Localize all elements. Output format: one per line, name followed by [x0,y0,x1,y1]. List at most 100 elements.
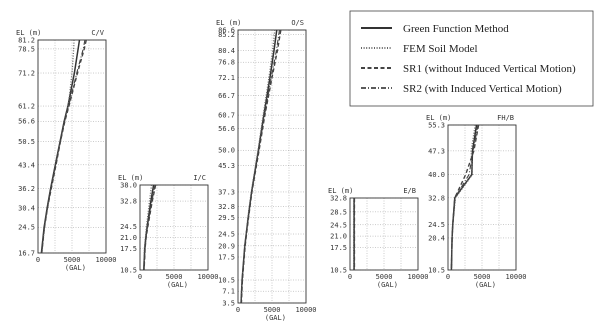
y-tick-label: 20.9 [218,242,235,250]
x-axis-label: (GAL) [65,264,86,272]
series-line [143,184,157,271]
y-tick-label: 29.5 [218,214,235,222]
y-tick-label: 56.6 [18,118,35,126]
plot-frame [447,124,517,271]
x-tick-label: 10000 [407,273,428,281]
x-tick-label: 5000 [474,273,491,281]
y-tick-label: 24.5 [218,231,235,239]
y-tick-label: 43.4 [18,161,35,169]
plot-frame [349,197,419,271]
y-tick-label: 7.1 [222,288,235,296]
y-tick-label: 40.0 [428,171,445,179]
y-tick-label: 32.8 [428,194,445,202]
x-tick-label: 10000 [295,306,316,314]
series-line [240,29,282,304]
y-tick-label: 50.0 [218,147,235,155]
x-axis-label: (GAL) [475,281,496,289]
series-line [41,39,86,254]
panel-title: O/S [291,19,304,27]
plot-frame [37,39,107,254]
y-tick-label: 21.0 [120,234,137,242]
x-tick-label: 0 [236,306,240,314]
legend: Green Function Method FEM Soil Model SR1 (… [349,10,594,107]
legend-label: Green Function Method [403,23,509,35]
panel-2: 86.685.2 80.4 76.8 72.1 66.7 60.7 56.6 50.0 45.3… [216,19,317,322]
y-tick-label: 17.5 [218,254,235,262]
series-line [450,124,479,271]
y-tick-label: 76.8 [218,59,235,67]
y-tick-label: 24.5 [428,221,445,229]
x-tick-label: 0 [446,273,450,281]
x-axis-label: (GAL) [167,281,188,289]
y-tick-label: 81.2 [18,37,35,45]
series-line [240,29,281,304]
x-axis-label: (GAL) [265,314,286,322]
y-tick-label: 10.5 [428,267,445,275]
y-axis-label: EL (m) [118,174,143,182]
y-tick-label: 21.0 [330,233,347,241]
y-tick-label: 47.3 [428,147,445,155]
y-tick-label: 16.7 [18,250,35,258]
y-tick-label: 32.8 [330,195,347,203]
y-tick-label: 56.6 [218,125,235,133]
y-tick-label: 50.5 [18,138,35,146]
series-line [240,29,276,304]
x-tick-label: 5000 [64,256,81,264]
y-tick-label: 36.2 [18,185,35,193]
panel-3: 32.8 28.5 24.5 21.0 17.5 10.50 5000 10000 (GAL) E… [328,187,429,289]
series-line [143,184,153,271]
legend-label: FEM Soil Model [403,43,478,55]
y-tick-label: 61.2 [18,103,35,111]
y-axis-label: EL (m) [328,187,353,195]
y-tick-label: 17.5 [330,244,347,252]
y-tick-label: 10.5 [120,267,137,275]
x-tick-label: 0 [36,256,40,264]
y-tick-label: 86.6 [218,27,235,35]
x-tick-label: 5000 [376,273,393,281]
y-tick-label: 37.3 [218,188,235,196]
x-tick-label: 5000 [264,306,281,314]
legend-label: SR1 (without Induced Vertical Motion) [403,63,576,75]
panel-0: 81.278.5 71.2 61.2 56.6 50.5 43.4 36.2 30.4 24.5… [16,29,117,272]
panel-4: 55.3 47.3 40.0 32.8 24.5 20.4 10.50 5000 10000 (G… [426,114,527,289]
y-tick-label: 71.2 [18,70,35,78]
y-axis-label: EL (m) [216,19,241,27]
y-tick-label: 24.5 [18,224,35,232]
plot-frame [237,29,307,304]
y-tick-label: 38.0 [120,182,137,190]
x-tick-label: 0 [138,273,142,281]
y-tick-label: 24.5 [120,223,137,231]
y-tick-label: 10.5 [218,277,235,285]
y-tick-label: 30.4 [18,204,35,212]
panel-title: E/B [403,187,416,195]
y-tick-label: 32.8 [120,198,137,206]
x-tick-label: 10000 [505,273,526,281]
y-tick-label: 85.2 [218,31,235,39]
y-tick-label: 28.5 [330,208,347,216]
panel-1: 38.0 32.8 24.5 21.0 17.5 10.50 5000 10000 (GAL) E… [118,174,219,289]
x-tick-label: 10000 [197,273,218,281]
y-tick-label: 20.4 [428,234,445,242]
panel-title: FH/B [497,114,514,122]
x-axis-label: (GAL) [377,281,398,289]
y-tick-label: 80.4 [218,47,235,55]
plot-frame [139,184,209,271]
y-tick-label: 17.5 [120,245,137,253]
x-tick-label: 0 [348,273,352,281]
y-tick-label: 32.8 [218,203,235,211]
y-tick-label: 10.5 [330,267,347,275]
y-axis-label: EL (m) [426,114,451,122]
x-tick-label: 10000 [95,256,116,264]
y-tick-label: 78.5 [18,45,35,53]
y-tick-label: 55.3 [428,122,445,130]
series-line [240,29,278,304]
y-axis-label: EL (m) [16,29,41,37]
y-tick-label: 24.5 [330,221,347,229]
series-line [143,184,156,271]
series-line [41,39,75,254]
y-tick-label: 66.7 [218,92,235,100]
y-tick-label: 45.3 [218,162,235,170]
legend-label: SR2 (with Induced Vertical Motion) [403,83,562,95]
panel-title: C/V [91,29,104,37]
